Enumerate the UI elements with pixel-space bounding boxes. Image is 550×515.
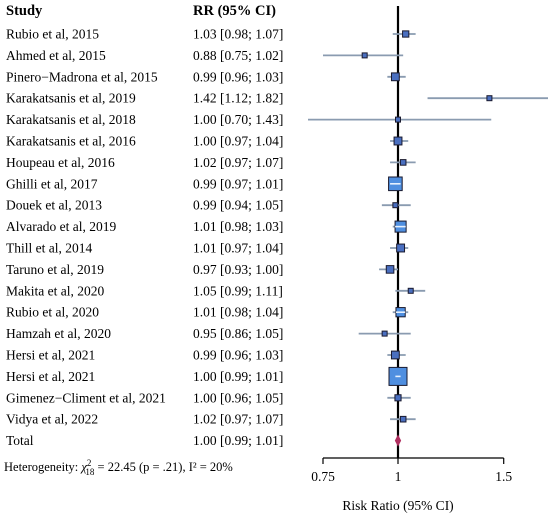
study-label: Gimenez−Climent et al, 2021 [6,390,166,405]
study-row: Rubio et al, 2015 1.03 [0.98; 1.07] [6,27,416,42]
weight-box [399,415,407,423]
study-rows: Rubio et al, 2015 1.03 [0.98; 1.07] Ahmed … [6,6,548,458]
weight-box [393,136,403,146]
study-label: Alvarado et al, 2019 [6,219,116,234]
rr-value: 0.97 [0.93; 1.00] [193,262,283,277]
study-row: Karakatsanis et al, 2019 1.42 [1.12; 1.82… [6,91,548,106]
study-label: Vidya et al, 2022 [6,412,98,427]
study-label: Rubio et al, 2020 [6,305,99,320]
study-label: Douek et al, 2013 [6,198,102,213]
weight-box [399,159,407,166]
total-label: Total [6,433,34,448]
total-row: Total 1.00 [0.99; 1.01] [6,433,402,448]
study-label: Pinero−Madrona et al, 2015 [6,69,158,84]
study-label: Hamzah et al, 2020 [6,326,111,341]
study-column-header: Study [6,3,43,19]
rr-value: 0.95 [0.86; 1.05] [193,326,283,341]
study-row: Hersi et al, 2021 1.00 [0.99; 1.01] [6,366,408,386]
study-row: Karakatsanis et al, 2018 1.00 [0.70; 1.43… [6,112,492,127]
study-label: Houpeau et al, 2016 [6,155,115,170]
rr-value: 1.01 [0.98; 1.03] [193,219,283,234]
weight-box [394,394,402,402]
x-tick-label: 0.75 [311,469,335,484]
study-row: Alvarado et al, 2019 1.01 [0.98; 1.03] [6,219,407,234]
rr-value: 1.02 [0.97; 1.07] [193,155,283,170]
x-tick-label: 1.5 [495,469,512,484]
study-label: Thill et al, 2014 [6,241,92,256]
rr-value: 0.88 [0.75; 1.02] [193,48,283,63]
weight-box [402,30,410,38]
rr-value: 1.00 [0.96; 1.05] [193,390,283,405]
study-label: Ghilli et al, 2017 [6,176,98,191]
study-label: Hersi et al, 2021 [6,369,95,384]
rr-value: 1.05 [0.99; 1.11] [193,283,283,298]
weight-box [392,202,399,209]
rr-value: 1.42 [1.12; 1.82] [193,91,283,106]
study-row: Karakatsanis et al, 2016 1.00 [0.97; 1.04… [6,134,409,149]
rr-value: 0.99 [0.96; 1.03] [193,69,283,84]
study-label: Karakatsanis et al, 2018 [6,112,136,127]
weight-box [486,95,493,102]
study-row: Makita et al, 2020 1.05 [0.99; 1.11] [6,283,426,298]
study-row: Douek et al, 2013 0.99 [0.94; 1.05] [6,198,411,213]
study-row: Hersi et al, 2021 0.99 [0.96; 1.03] [6,348,406,363]
x-axis-label: Risk Ratio (95% CI) [342,498,453,513]
rr-value: 1.00 [0.99; 1.01] [193,369,283,384]
rr-value: 1.00 [0.97; 1.04] [193,134,283,149]
study-row: Houpeau et al, 2016 1.02 [0.97; 1.07] [6,155,416,170]
x-tick-label: 1 [395,469,402,484]
rr-value: 1.01 [0.98; 1.04] [193,305,283,320]
study-row: Gimenez−Climent et al, 2021 1.00 [0.96; 1… [6,390,411,405]
study-row: Ahmed et al, 2015 0.88 [0.75; 1.02] [6,48,404,63]
study-row: Vidya et al, 2022 1.02 [0.97; 1.07] [6,412,416,427]
study-row: Pinero−Madrona et al, 2015 0.99 [0.96; 1.… [6,69,406,84]
total-diamond [394,434,402,447]
rr-value: 0.99 [0.94; 1.05] [193,198,283,213]
rr-value: 1.02 [0.97; 1.07] [193,412,283,427]
study-row: Taruno et al, 2019 0.97 [0.93; 1.00] [6,262,398,277]
weight-box [385,265,395,274]
study-label: Hersi et al, 2021 [6,348,95,363]
rr-value: 1.01 [0.97; 1.04] [193,241,283,256]
study-label: Karakatsanis et al, 2019 [6,91,136,106]
study-label: Makita et al, 2020 [6,283,104,298]
study-row: Ghilli et al, 2017 0.99 [0.97; 1.01] [6,176,403,191]
study-row: Thill et al, 2014 1.01 [0.97; 1.04] [6,241,409,256]
study-row: Hamzah et al, 2020 0.95 [0.86; 1.05] [6,326,411,341]
rr-value: 0.99 [0.96; 1.03] [193,348,283,363]
study-label: Taruno et al, 2019 [6,262,104,277]
weight-box [407,287,414,294]
rr-value: 0.99 [0.97; 1.01] [193,176,283,191]
study-label: Karakatsanis et al, 2016 [6,134,136,149]
study-label: Ahmed et al, 2015 [6,48,106,63]
rr-value: 1.00 [0.70; 1.43] [193,112,283,127]
x-axis: 0.75 1 1.5 [311,457,512,484]
rr-value: 1.03 [0.98; 1.07] [193,27,283,42]
total-rr-value: 1.00 [0.99; 1.01] [193,433,283,448]
weight-box [395,116,401,123]
study-label: Rubio et al, 2015 [6,27,99,42]
study-row: Rubio et al, 2020 1.01 [0.98; 1.04] [6,305,409,320]
weight-box [390,72,400,82]
weight-box [361,52,368,59]
weight-box [396,243,406,253]
heterogeneity-text: Heterogeneity: χ2 18 = 22.45 (p = .21), I… [4,458,233,477]
weight-box [390,350,400,360]
weight-box [381,330,388,337]
rr-column-header: RR (95% CI) [193,3,276,19]
